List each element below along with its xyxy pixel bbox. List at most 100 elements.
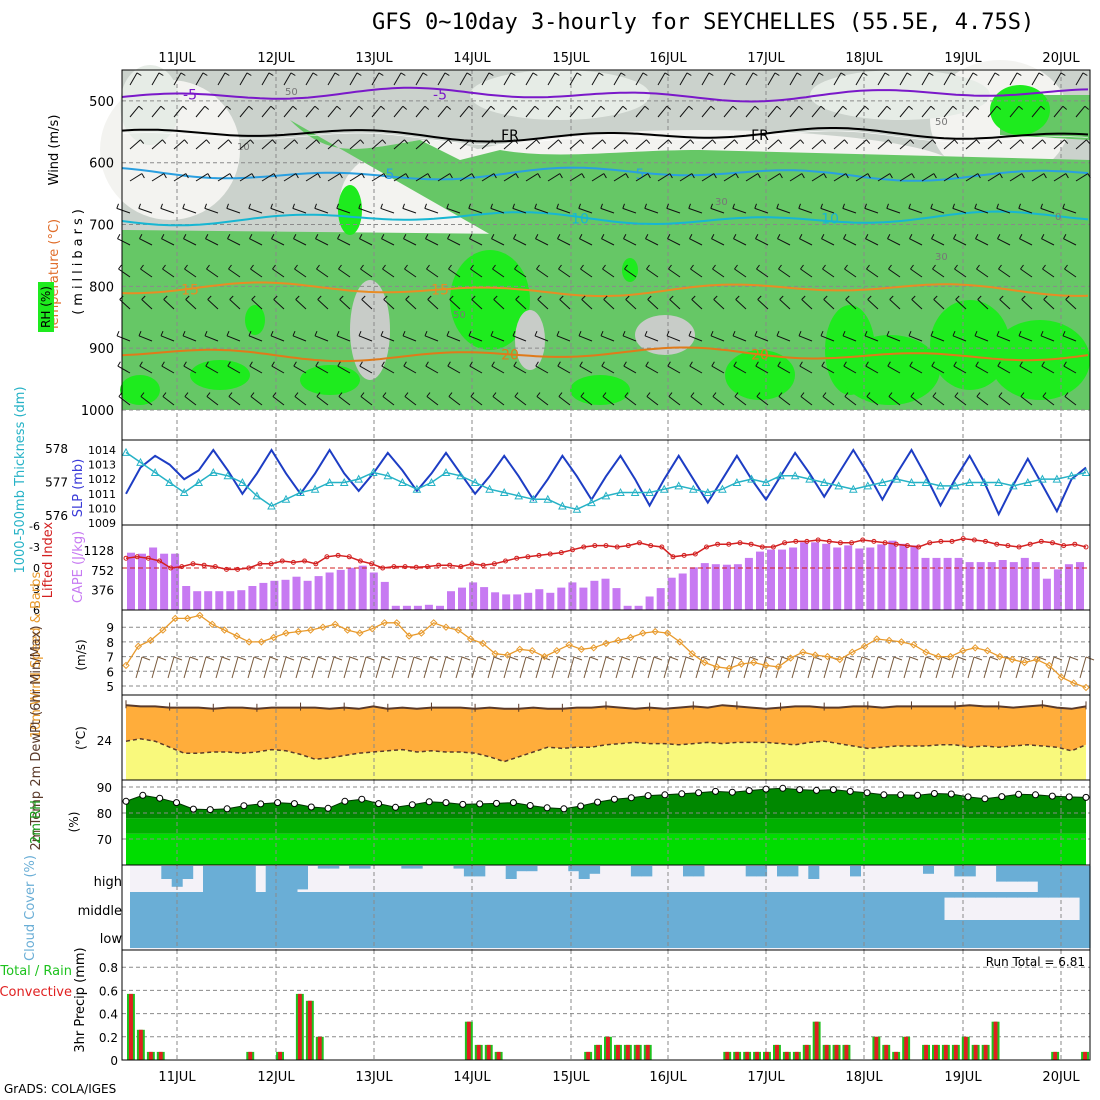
cloud-cell-middle <box>964 892 976 898</box>
precip-convective-bar <box>129 993 133 1060</box>
cloud-cell-middle <box>620 892 632 920</box>
li-tick-label: -6 <box>29 520 40 533</box>
lifted-index-point <box>1050 540 1055 546</box>
lifted-index-point <box>893 541 899 547</box>
wind-barb-feather <box>1020 264 1024 270</box>
wind-barb <box>732 207 747 214</box>
lifted-index-point <box>324 554 330 560</box>
wind-barb-feather <box>268 72 274 76</box>
wind-barb <box>701 72 710 86</box>
wind-barb <box>490 207 505 214</box>
wind-barb <box>657 139 669 150</box>
lifted-index-point <box>469 561 475 567</box>
wind-barb <box>161 238 175 246</box>
cloud-cell-low <box>808 920 820 948</box>
rh-tick-label: 70 <box>97 833 112 847</box>
wind-barb-feather <box>1065 295 1070 300</box>
cloud-cell-low <box>182 920 194 948</box>
lifted-index-point <box>793 538 799 544</box>
pressure-tick-label: 700 <box>89 219 114 234</box>
lifted-index-point <box>190 561 196 567</box>
wind-barb-feather <box>955 295 960 300</box>
lifted-index-point <box>123 555 129 561</box>
cape-bar <box>524 592 533 610</box>
lifted-index-point <box>391 564 397 570</box>
wind-barb-feather <box>469 361 473 367</box>
wind-barb <box>226 207 241 214</box>
cape-bar <box>325 572 334 610</box>
cloud-cell-middle <box>672 892 684 920</box>
precip-convective-bar <box>794 1051 799 1060</box>
wind-barb-feather <box>270 331 274 336</box>
wind-barb-feather <box>589 656 599 661</box>
wind-barb <box>184 268 197 278</box>
contour-label: 20 <box>751 347 769 363</box>
wind-barb-feather <box>710 203 713 209</box>
thickness-point <box>616 487 625 496</box>
wind-barb-feather <box>269 656 279 661</box>
wind-barb <box>755 365 769 374</box>
wind-speed-point <box>762 661 770 670</box>
cape-bar <box>722 564 731 610</box>
wind-speed-point <box>233 632 241 640</box>
wind-barb <box>578 207 593 214</box>
wind-barb <box>261 139 273 150</box>
cloud-cell-low <box>902 920 914 948</box>
wind-barb-feather <box>845 173 849 179</box>
wind-barb-feather <box>189 656 199 661</box>
wind-barb <box>987 139 999 150</box>
wind-speed-point <box>577 645 586 654</box>
wind-barb-feather <box>160 105 166 110</box>
wind-barb <box>954 396 967 406</box>
wind-barb-feather <box>931 234 935 239</box>
wind-speed-point <box>393 619 401 627</box>
wind-speed-point <box>602 639 610 648</box>
wind-barb <box>151 656 159 679</box>
temperature-contour <box>121 281 1089 298</box>
lifted-index-point <box>536 552 542 558</box>
cloud-cell-middle <box>703 892 715 920</box>
wind-barb-feather <box>778 139 783 144</box>
cape-bar <box>623 605 632 610</box>
wind-barb <box>899 105 910 118</box>
wind-barb-feather <box>669 295 674 300</box>
lifted-index-point <box>681 552 687 558</box>
cape-bar <box>160 553 169 610</box>
wind-barb-feather <box>666 203 669 209</box>
thickness-point <box>325 477 334 486</box>
wind-barb-feather <box>691 295 696 300</box>
wind-barb-feather <box>317 656 327 661</box>
cloud-cell-high <box>641 866 653 877</box>
wind-barb <box>911 299 923 310</box>
wind-barb <box>701 105 712 118</box>
wind-barb <box>140 268 153 278</box>
wind-barb <box>139 238 153 246</box>
cloud-cell-high <box>1027 866 1039 882</box>
wind-barb <box>383 299 395 310</box>
wind-barb-feather <box>975 234 979 239</box>
cloud-cell-middle <box>150 892 162 920</box>
wind-barb <box>567 656 575 679</box>
rh-tick-label: 90 <box>97 781 112 795</box>
cloud-cell-low <box>255 920 267 948</box>
thickness-point <box>1067 471 1076 480</box>
rh-point <box>459 800 467 808</box>
wind-barb <box>1042 268 1055 278</box>
wind-barb <box>842 207 857 214</box>
wind-barb <box>754 207 769 214</box>
wind-barb-feather <box>118 264 122 270</box>
wind-barb <box>855 173 869 182</box>
wind-barb <box>279 656 287 679</box>
wind-barb <box>381 365 395 374</box>
thickness-point <box>296 487 305 496</box>
cloud-cell-middle <box>662 892 674 920</box>
wind-barb-feather <box>667 361 671 367</box>
wind-tick-label: 6 <box>106 665 114 679</box>
wind-barb <box>910 268 923 278</box>
contour-label: 5 <box>386 167 395 183</box>
thickness-point <box>354 474 364 483</box>
wind-barb <box>843 365 857 374</box>
precip-convective-bar <box>625 1044 630 1060</box>
wind-barb <box>559 299 571 310</box>
wind10m-axis-label: 10m Wind Speed & Barbs <box>29 572 44 739</box>
